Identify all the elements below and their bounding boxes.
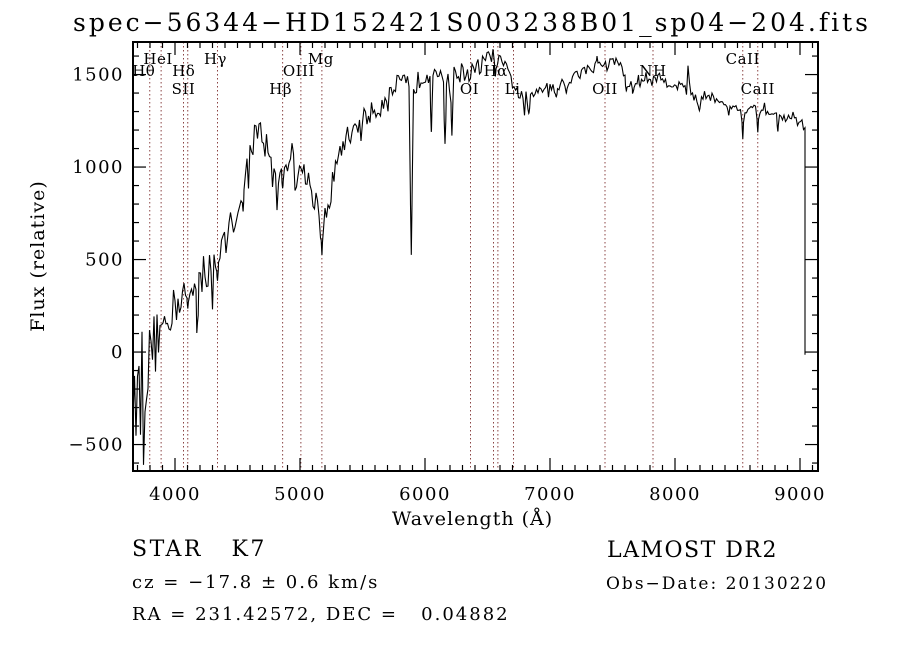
spectral-line-label-Mg: Mg <box>308 50 334 68</box>
spectral-line-label-Hγ: Hγ <box>204 50 227 68</box>
y-tick-label: −500 <box>69 435 124 456</box>
x-tick-label: 5000 <box>274 484 326 505</box>
x-tick-label: 4000 <box>149 484 201 505</box>
x-tick-label: 9000 <box>774 484 826 505</box>
y-tick-label: 1500 <box>72 65 124 86</box>
x-tick-label: 7000 <box>524 484 576 505</box>
spectral-line-label-SII: SII <box>172 80 196 98</box>
spectral-line-label-Hα: Hα <box>484 62 508 80</box>
object-class-text: STAR K7 <box>132 537 267 562</box>
spectral-line-label-Hθ: Hθ <box>132 62 155 80</box>
spectral-line-label-OI: OI <box>460 80 479 98</box>
spectral-line-label-NH: NH <box>639 62 666 80</box>
spectral-line-label-CaII: CaII <box>741 80 775 98</box>
y-tick-label: 500 <box>85 250 124 271</box>
x-tick-label: 6000 <box>399 484 451 505</box>
plot-title: spec−56344−HD152421S003238B01_sp04−204.f… <box>73 8 871 37</box>
data-release-text: LAMOST DR2 <box>607 538 778 563</box>
ra-dec-text: RA = 231.42572, DEC = 0.04882 <box>132 604 510 625</box>
x-tick-label: 8000 <box>649 484 701 505</box>
radial-velocity-text: cz = −17.8 ± 0.6 km/s <box>132 572 380 593</box>
spectral-line-label-CaII: CaII <box>726 50 760 68</box>
obs-date-text: Obs−Date: 20130220 <box>606 574 829 594</box>
spectral-line-label-OIII: OIII <box>283 62 315 80</box>
spectral-line-label-HeI: HeI <box>143 50 172 68</box>
y-axis-label: Flux (relative) <box>27 180 49 332</box>
plot-frame <box>132 41 819 472</box>
spectral-line-label-Li: Li <box>505 80 521 98</box>
spectrum-trace <box>133 49 806 465</box>
spectral-line-label-OII: OII <box>592 80 618 98</box>
y-tick-label: 0 <box>111 342 124 363</box>
y-tick-label: 1000 <box>72 157 124 178</box>
x-axis-label: Wavelength (Å) <box>391 508 554 530</box>
spectral-line-label-Hδ: Hδ <box>172 62 195 80</box>
spectral-line-label-Hβ: Hβ <box>269 80 292 98</box>
